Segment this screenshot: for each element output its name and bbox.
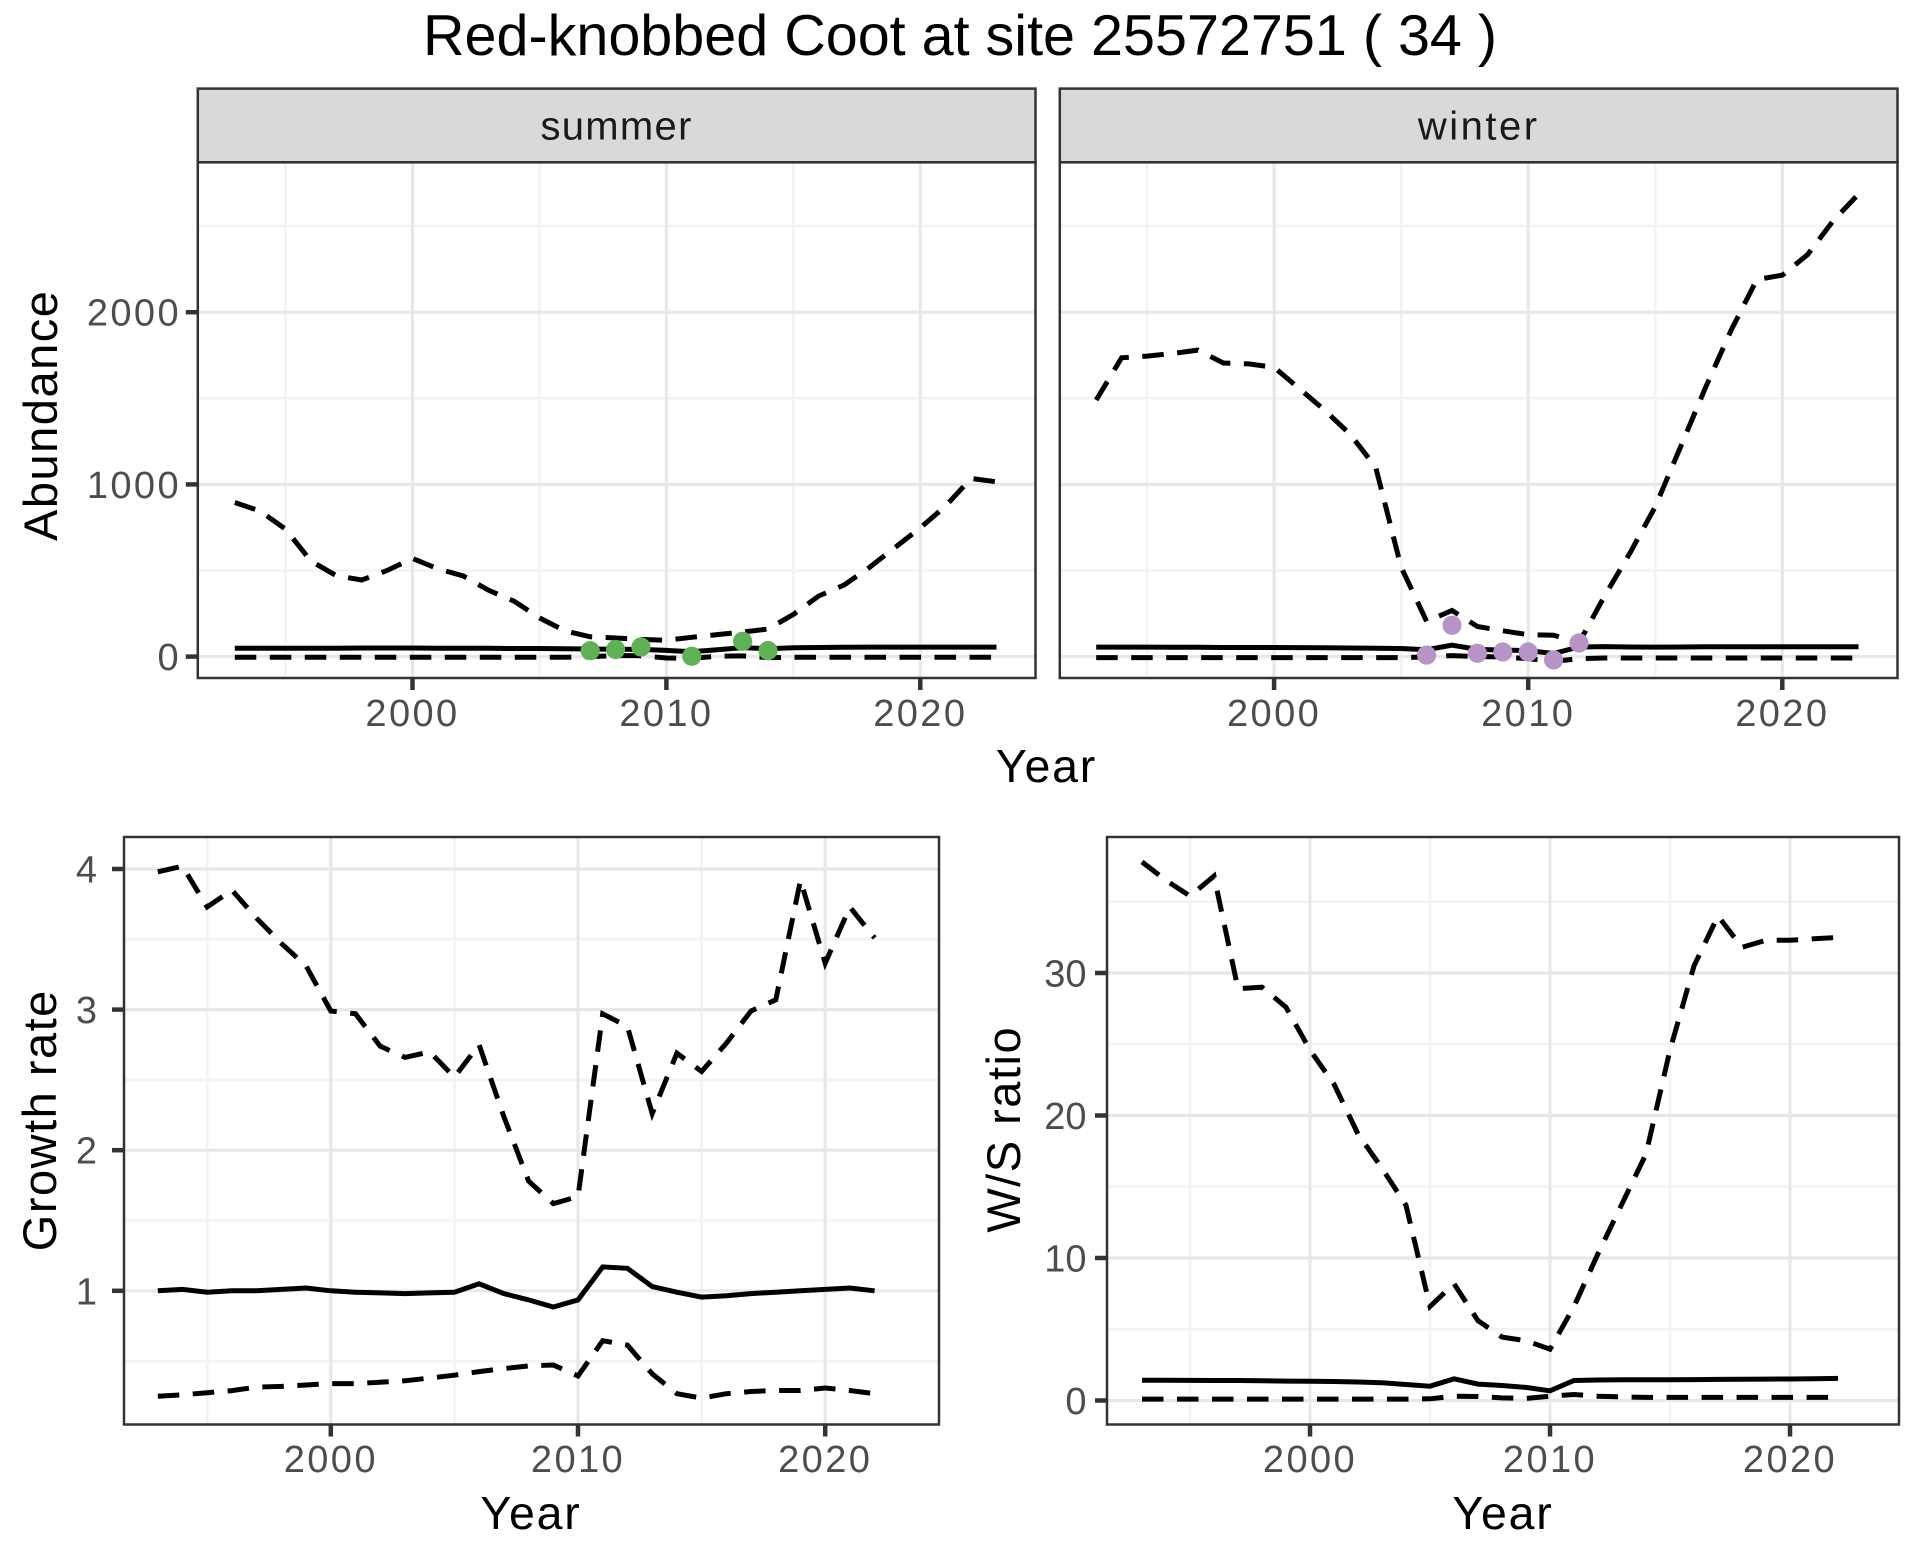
svg-text:summer: summer — [540, 105, 692, 149]
svg-text:W/S ratio: W/S ratio — [977, 1026, 1030, 1233]
svg-text:2020: 2020 — [1735, 693, 1829, 735]
svg-text:30: 30 — [1044, 954, 1086, 996]
svg-text:0: 0 — [157, 637, 181, 679]
svg-text:winter: winter — [1417, 105, 1540, 149]
svg-text:2000: 2000 — [87, 293, 181, 335]
svg-text:2000: 2000 — [365, 693, 459, 735]
svg-text:Year: Year — [996, 740, 1097, 792]
svg-text:0: 0 — [1065, 1381, 1086, 1423]
svg-text:3: 3 — [76, 990, 97, 1032]
svg-text:1: 1 — [76, 1271, 97, 1313]
svg-text:2020: 2020 — [1743, 1439, 1837, 1481]
svg-text:10: 10 — [1044, 1239, 1086, 1281]
svg-text:2020: 2020 — [873, 693, 967, 735]
svg-text:Year: Year — [1452, 1487, 1553, 1539]
svg-text:Abundance: Abundance — [14, 290, 67, 541]
svg-text:2000: 2000 — [1263, 1439, 1357, 1481]
svg-text:Growth rate: Growth rate — [13, 989, 66, 1251]
svg-text:Year: Year — [480, 1487, 581, 1539]
svg-text:2: 2 — [76, 1131, 97, 1173]
svg-text:2010: 2010 — [619, 693, 713, 735]
svg-text:2000: 2000 — [284, 1439, 378, 1481]
svg-text:2010: 2010 — [1503, 1439, 1597, 1481]
svg-text:2010: 2010 — [531, 1439, 625, 1481]
svg-text:1000: 1000 — [87, 465, 181, 507]
svg-text:4: 4 — [76, 850, 97, 892]
svg-text:2020: 2020 — [778, 1439, 872, 1481]
svg-text:2000: 2000 — [1227, 693, 1321, 735]
svg-text:Red-knobbed Coot at site 25572: Red-knobbed Coot at site 25572751 ( 34 ) — [423, 4, 1497, 68]
svg-text:20: 20 — [1044, 1096, 1086, 1138]
svg-text:2010: 2010 — [1481, 693, 1575, 735]
